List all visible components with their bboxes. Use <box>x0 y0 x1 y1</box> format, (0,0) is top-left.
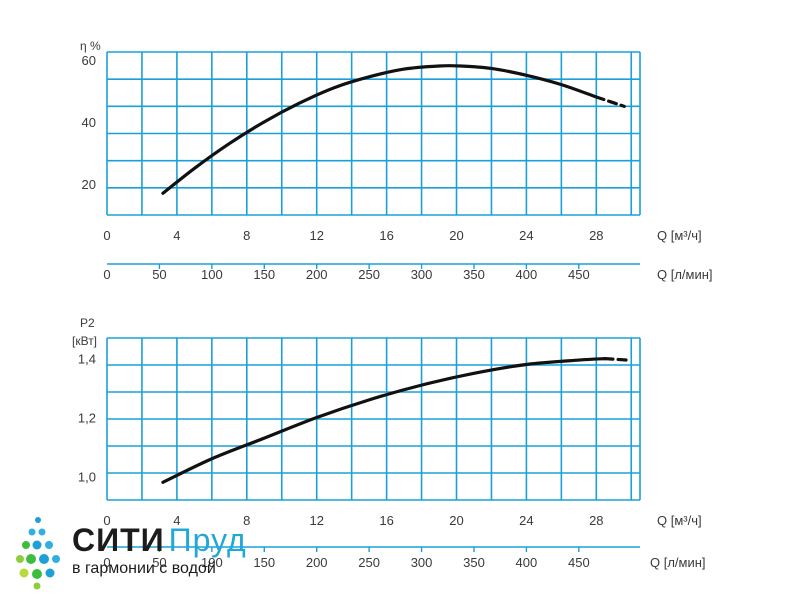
brand-name: СИТИ Пруд <box>72 522 247 559</box>
x2-tick-label: 50 <box>152 267 166 282</box>
x2-tick-label: 100 <box>201 555 223 570</box>
x-tick-label: 28 <box>589 513 603 528</box>
y-tick-label: 20 <box>82 177 96 192</box>
x-tick-label: 28 <box>589 228 603 243</box>
y-tick-label: 60 <box>82 53 96 68</box>
x2-tick-label: 150 <box>253 267 275 282</box>
x2-tick-label: 50 <box>152 555 166 570</box>
x2-tick-label: 350 <box>463 555 485 570</box>
x-tick-label: 8 <box>243 228 250 243</box>
brand-part-2: Пруд <box>168 522 247 558</box>
x2-tick-label: 0 <box>103 555 110 570</box>
x2-tick-label: 200 <box>306 267 328 282</box>
x-tick-label: 0 <box>103 513 110 528</box>
x2-tick-label: 250 <box>358 555 380 570</box>
x-tick-label: 24 <box>519 228 533 243</box>
company-logo: СИТИ Пруд в гармонии с водой <box>10 510 300 590</box>
x2-tick-label: 100 <box>201 267 223 282</box>
x-tick-label: 8 <box>243 513 250 528</box>
curve-dashed-segment <box>603 357 630 362</box>
brand-part-1: СИТИ <box>72 522 165 558</box>
x-axis-label: Q [м³/ч] <box>657 513 702 528</box>
y-tick-label: 1,2 <box>78 411 96 426</box>
brand-slogan: в гармонии с водой <box>72 560 216 577</box>
x2-tick-label: 400 <box>516 555 538 570</box>
x2-tick-label: 450 <box>568 555 590 570</box>
x-tick-label: 20 <box>449 513 463 528</box>
x-tick-label: 12 <box>309 513 323 528</box>
x2-tick-label: 250 <box>358 267 380 282</box>
x-tick-label: 20 <box>449 228 463 243</box>
curve-solid-segment <box>161 357 607 484</box>
x-tick-label: 4 <box>173 228 180 243</box>
y-axis-unit: [кВт] <box>72 334 97 348</box>
x2-axis-label: Q [л/мин] <box>657 267 713 282</box>
y-tick-label: 1,0 <box>78 469 96 484</box>
x-tick-label: 16 <box>379 513 393 528</box>
x2-tick-label: 350 <box>463 267 485 282</box>
x-tick-label: 4 <box>173 513 180 528</box>
x-axis-label: Q [м³/ч] <box>657 228 702 243</box>
y-tick-label: 1,4 <box>78 352 96 367</box>
x2-tick-label: 200 <box>306 555 328 570</box>
x2-tick-label: 300 <box>411 555 433 570</box>
x-tick-label: 24 <box>519 513 533 528</box>
x2-axis-label: Q [л/мин] <box>650 555 706 570</box>
curve-solid-segment <box>161 64 598 195</box>
curve-dashed-segment <box>594 95 626 108</box>
y-axis-label: η % <box>80 39 101 53</box>
x2-tick-label: 450 <box>568 267 590 282</box>
x2-tick-label: 150 <box>253 555 275 570</box>
x-tick-label: 12 <box>309 228 323 243</box>
water-drop-icon <box>16 517 60 590</box>
x-tick-label: 0 <box>103 228 110 243</box>
x-tick-label: 16 <box>379 228 393 243</box>
y-axis-label: P2 <box>80 316 95 330</box>
x2-tick-label: 0 <box>103 267 110 282</box>
x2-tick-label: 400 <box>516 267 538 282</box>
y-tick-label: 40 <box>82 115 96 130</box>
x2-tick-label: 300 <box>411 267 433 282</box>
